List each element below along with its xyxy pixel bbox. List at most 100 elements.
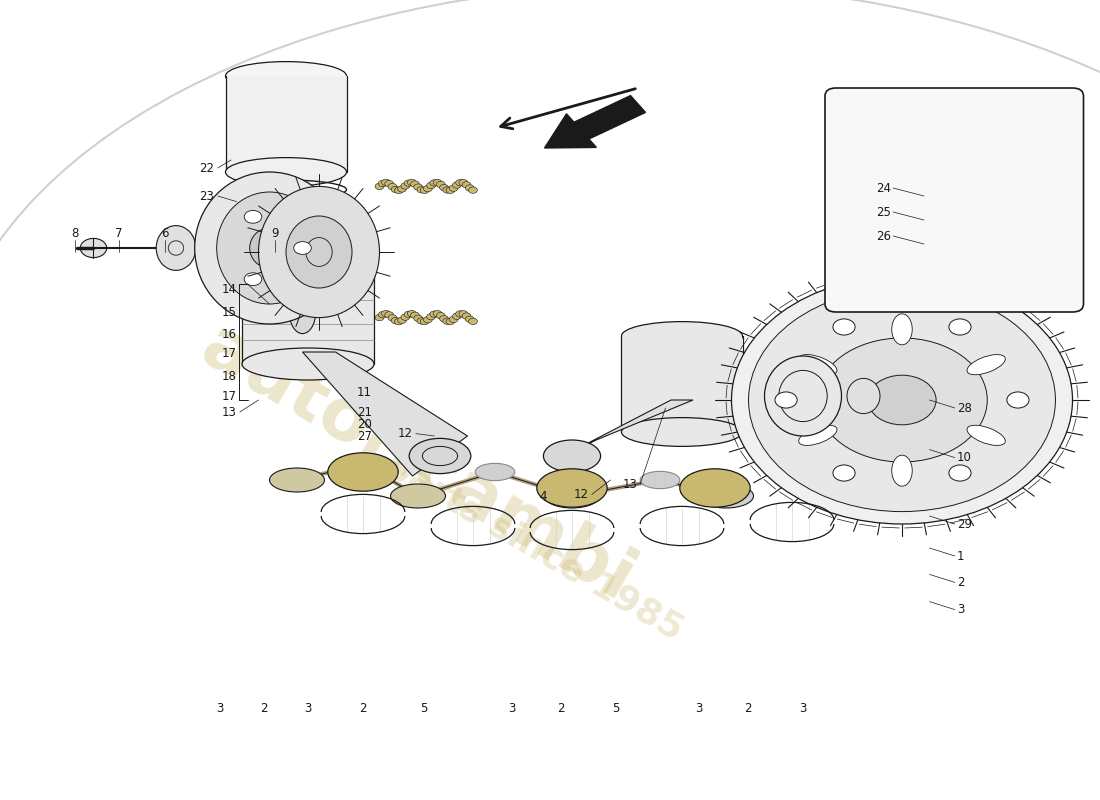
FancyArrow shape: [544, 96, 646, 148]
Circle shape: [868, 375, 936, 425]
Circle shape: [452, 182, 461, 188]
Circle shape: [400, 182, 409, 189]
Circle shape: [427, 182, 436, 189]
Text: 7: 7: [116, 227, 122, 240]
Ellipse shape: [892, 455, 912, 486]
Text: 15: 15: [221, 306, 236, 318]
Text: 16: 16: [221, 328, 236, 341]
Circle shape: [395, 318, 404, 325]
Circle shape: [430, 180, 439, 186]
Text: 25: 25: [876, 206, 891, 218]
Ellipse shape: [286, 216, 352, 288]
FancyBboxPatch shape: [825, 88, 1084, 312]
Text: 27: 27: [356, 430, 372, 442]
Text: 17: 17: [221, 390, 236, 403]
Circle shape: [833, 465, 855, 481]
FancyBboxPatch shape: [621, 336, 742, 432]
Ellipse shape: [764, 356, 842, 436]
Text: 5: 5: [613, 702, 619, 714]
Circle shape: [385, 312, 394, 318]
Ellipse shape: [270, 468, 324, 492]
Circle shape: [424, 317, 432, 323]
Circle shape: [400, 314, 409, 320]
Ellipse shape: [80, 238, 107, 258]
Text: 3: 3: [957, 603, 965, 616]
Circle shape: [433, 179, 442, 186]
Circle shape: [452, 313, 461, 319]
Ellipse shape: [799, 354, 837, 374]
Circle shape: [462, 313, 471, 319]
Ellipse shape: [847, 378, 880, 414]
Ellipse shape: [242, 228, 374, 260]
Text: 11: 11: [356, 386, 372, 398]
Circle shape: [427, 314, 436, 320]
Circle shape: [375, 183, 384, 190]
Text: 3: 3: [217, 702, 223, 714]
Text: 18: 18: [221, 370, 236, 382]
Circle shape: [449, 185, 458, 191]
Ellipse shape: [537, 469, 607, 507]
Circle shape: [430, 311, 439, 318]
Text: 3: 3: [508, 702, 515, 714]
Circle shape: [446, 187, 454, 194]
FancyBboxPatch shape: [242, 244, 374, 364]
Circle shape: [424, 186, 432, 192]
Ellipse shape: [258, 186, 380, 318]
Polygon shape: [548, 400, 693, 464]
Circle shape: [417, 186, 426, 193]
Circle shape: [437, 182, 446, 188]
Circle shape: [420, 318, 429, 325]
Circle shape: [382, 310, 390, 317]
Circle shape: [949, 319, 971, 335]
Text: 26: 26: [876, 230, 891, 242]
Text: 5: 5: [420, 702, 427, 714]
Ellipse shape: [195, 172, 344, 324]
Ellipse shape: [640, 471, 680, 489]
Text: 12: 12: [397, 427, 412, 440]
Circle shape: [375, 314, 384, 321]
Circle shape: [440, 315, 449, 322]
Circle shape: [392, 186, 400, 193]
Ellipse shape: [289, 290, 316, 334]
Circle shape: [294, 242, 311, 254]
Ellipse shape: [956, 239, 969, 254]
Ellipse shape: [156, 226, 196, 270]
Ellipse shape: [892, 314, 912, 345]
Ellipse shape: [799, 426, 837, 446]
Ellipse shape: [475, 463, 515, 481]
Circle shape: [382, 179, 390, 186]
Text: 8: 8: [72, 227, 78, 240]
Circle shape: [776, 392, 798, 408]
Circle shape: [244, 273, 262, 286]
Text: 24: 24: [876, 182, 891, 194]
Circle shape: [949, 465, 971, 481]
Circle shape: [446, 318, 454, 325]
Circle shape: [433, 310, 442, 317]
Ellipse shape: [886, 132, 974, 204]
Text: 2: 2: [360, 702, 366, 714]
Text: 21: 21: [356, 406, 372, 418]
Text: 2: 2: [261, 702, 267, 714]
Text: 6: 6: [162, 227, 168, 240]
Circle shape: [392, 318, 400, 324]
Circle shape: [455, 310, 464, 317]
Circle shape: [244, 210, 262, 223]
Text: .parts since 1985: .parts since 1985: [367, 442, 689, 646]
Ellipse shape: [698, 484, 754, 508]
Circle shape: [469, 318, 477, 325]
Circle shape: [407, 310, 416, 317]
Text: 9: 9: [272, 227, 278, 240]
Ellipse shape: [242, 348, 374, 380]
Text: 29: 29: [957, 518, 972, 530]
Ellipse shape: [226, 158, 346, 186]
Ellipse shape: [621, 322, 742, 350]
Ellipse shape: [543, 440, 601, 472]
Circle shape: [437, 313, 446, 319]
Ellipse shape: [968, 124, 1034, 180]
Circle shape: [410, 181, 419, 187]
Circle shape: [459, 179, 468, 186]
FancyBboxPatch shape: [226, 76, 346, 172]
Ellipse shape: [967, 426, 1005, 446]
Text: 4: 4: [539, 490, 547, 502]
Circle shape: [959, 226, 977, 238]
